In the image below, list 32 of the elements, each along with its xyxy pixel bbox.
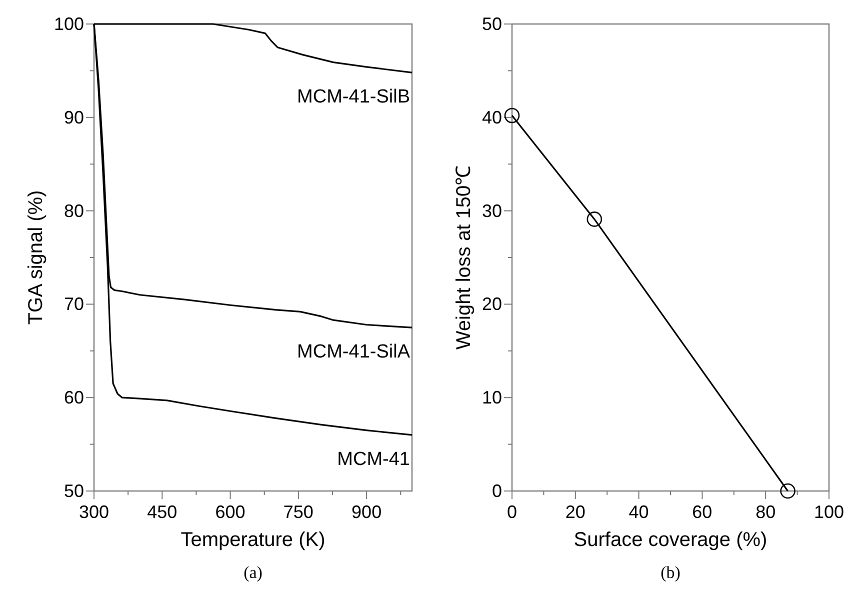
y-tick-label: 100 bbox=[54, 14, 84, 34]
y-tick-label: 90 bbox=[64, 107, 84, 128]
y-tick-label: 10 bbox=[482, 388, 502, 408]
x-tick-label: 0 bbox=[506, 502, 518, 522]
y-tick-label: 70 bbox=[64, 294, 84, 314]
x-tick-label: 80 bbox=[756, 502, 776, 522]
y-tick-label: 80 bbox=[64, 200, 84, 221]
x-tick-label: 600 bbox=[215, 502, 246, 522]
y-tick-label: 50 bbox=[64, 481, 84, 501]
x-tick-label: 100 bbox=[814, 502, 844, 522]
y-tick-label: 0 bbox=[492, 481, 502, 501]
x-tick-label: 20 bbox=[565, 502, 586, 522]
y-tick-label: 30 bbox=[482, 200, 502, 221]
y-tick-label: 20 bbox=[482, 294, 502, 314]
y-axis-title: Weight loss at 150℃ bbox=[453, 165, 475, 350]
x-tick-label: 60 bbox=[692, 502, 712, 522]
series-label: MCM-41-SilA bbox=[297, 342, 410, 363]
x-tick-label: 40 bbox=[628, 502, 649, 522]
y-tick-label: 60 bbox=[64, 388, 84, 408]
series-label: MCM-41 bbox=[337, 448, 410, 470]
x-axis-title: Temperature (K) bbox=[180, 529, 326, 551]
x-tick-label: 300 bbox=[78, 502, 110, 522]
x-tick-label: 900 bbox=[352, 502, 382, 522]
y-tick-label: 50 bbox=[482, 14, 502, 34]
y-axis-title: TGA signal (%) bbox=[25, 190, 47, 325]
x-tick-label: 750 bbox=[283, 502, 314, 522]
text: (b) bbox=[660, 563, 680, 582]
text: (a) bbox=[244, 563, 262, 582]
y-tick-label: 40 bbox=[482, 107, 502, 128]
x-tick-label: 450 bbox=[147, 502, 178, 522]
series-label: MCM-41-SilB bbox=[297, 86, 410, 108]
x-axis-title: Surface coverage (%) bbox=[574, 529, 768, 551]
